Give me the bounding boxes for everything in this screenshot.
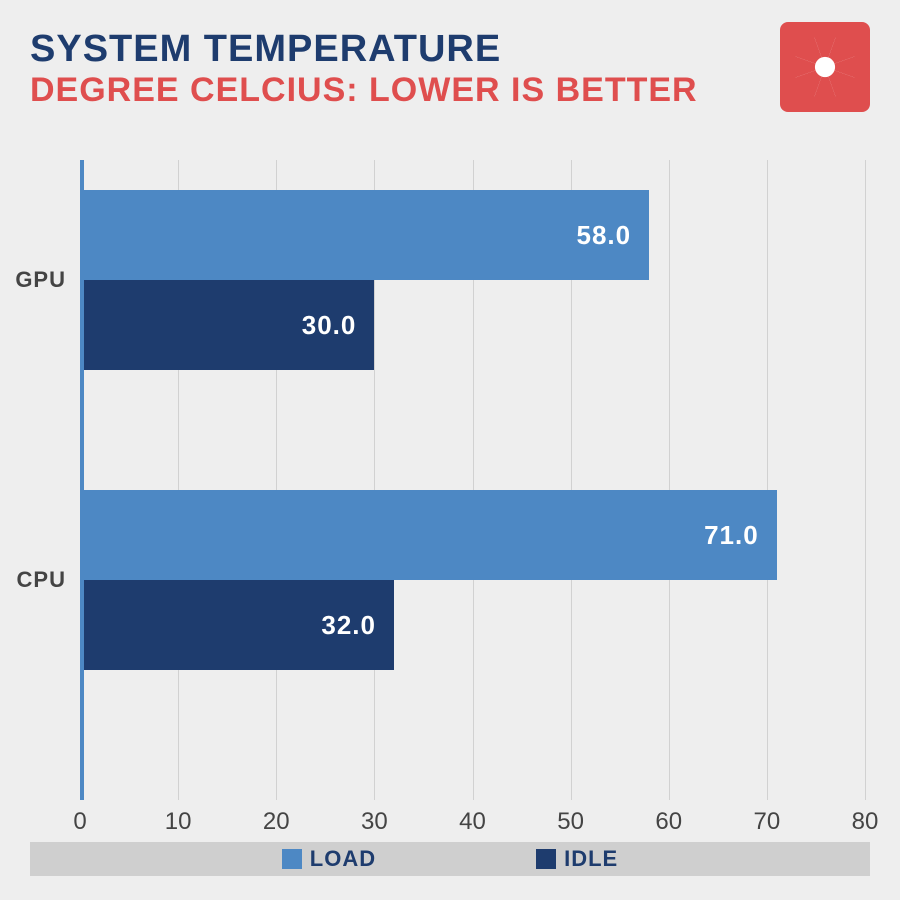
grid-line (865, 160, 866, 800)
x-tick-label: 0 (73, 808, 86, 836)
x-tick-label: 10 (165, 808, 192, 836)
bar-cpu_load: 71.0 (84, 490, 777, 580)
legend: LOAD IDLE (30, 842, 870, 876)
chart-header: SYSTEM TEMPERATURE DEGREE CELCIUS: LOWER… (0, 0, 900, 120)
grid-line (767, 160, 768, 800)
x-tick-label: 70 (754, 808, 781, 836)
grid-line (669, 160, 670, 800)
x-tick-label: 40 (459, 808, 486, 836)
category-label-gpu: GPU (15, 267, 66, 293)
x-tick-label: 60 (655, 808, 682, 836)
bar-cpu_idle: 32.0 (84, 580, 394, 670)
temperature-chart: 58.030.071.032.0 GPU CPU (80, 160, 865, 800)
legend-item-idle: IDLE (536, 846, 618, 872)
legend-item-load: LOAD (282, 846, 376, 872)
legend-label-load: LOAD (310, 846, 376, 872)
aperture-icon (789, 31, 861, 103)
legend-swatch-idle (536, 849, 556, 869)
plot-area: 58.030.0 71.032.0 (80, 160, 865, 800)
chart-subtitle: DEGREE CELCIUS: LOWER IS BETTER (30, 71, 870, 110)
chart-title: SYSTEM TEMPERATURE (30, 28, 870, 71)
x-tick-label: 50 (557, 808, 584, 836)
x-tick-label: 20 (263, 808, 290, 836)
category-label-cpu: CPU (17, 567, 66, 593)
bar-gpu_idle: 30.0 (84, 280, 374, 370)
y-axis-line (80, 160, 84, 800)
legend-label-idle: IDLE (564, 846, 618, 872)
x-axis-labels: 01020304050607080 (80, 808, 865, 838)
legend-swatch-load (282, 849, 302, 869)
bar-gpu_load: 58.0 (84, 190, 649, 280)
x-tick-label: 80 (852, 808, 879, 836)
brand-logo (780, 22, 870, 112)
x-tick-label: 30 (361, 808, 388, 836)
